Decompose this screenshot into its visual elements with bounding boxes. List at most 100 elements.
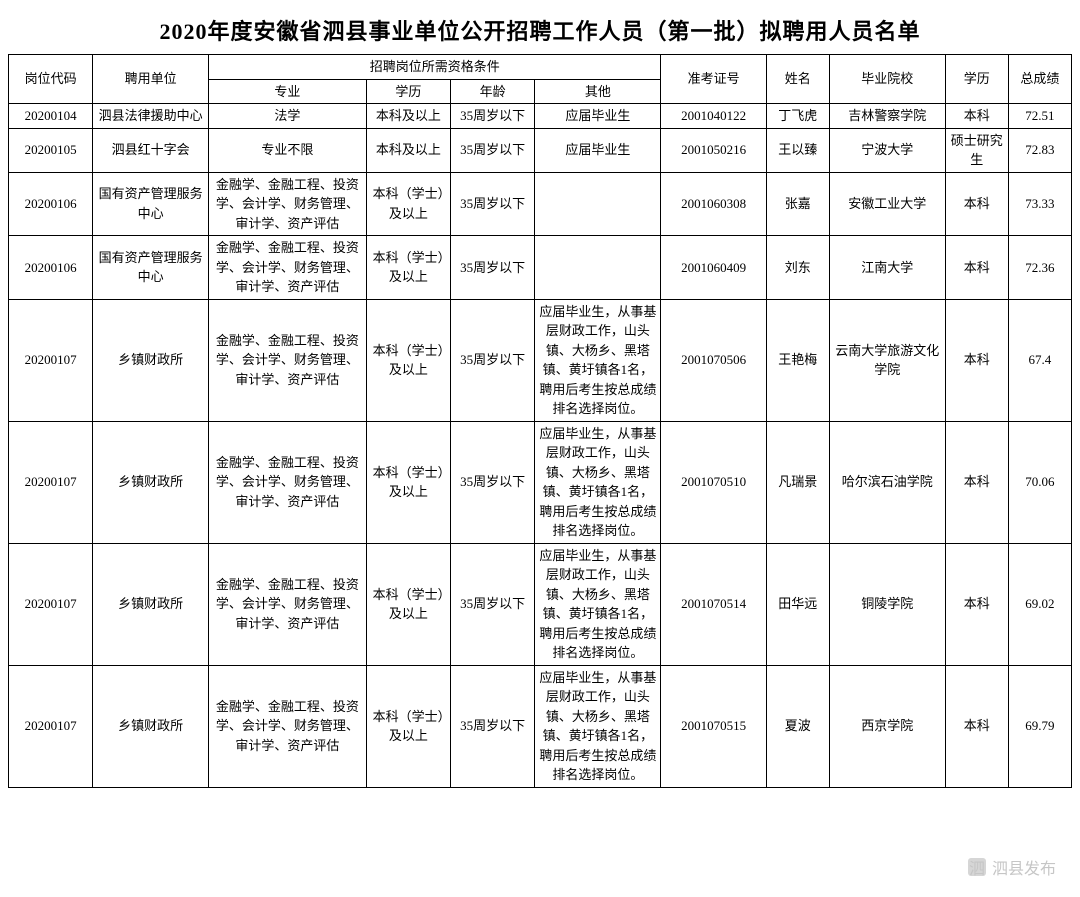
cell-name: 凡瑞景 <box>766 421 829 543</box>
table-row: 20200104泗县法律援助中心法学本科及以上35周岁以下应届毕业生200104… <box>9 104 1072 129</box>
cell-age: 35周岁以下 <box>451 128 535 172</box>
cell-code: 20200105 <box>9 128 93 172</box>
cell-age: 35周岁以下 <box>451 172 535 236</box>
cell-major: 金融学、金融工程、投资学、会计学、财务管理、审计学、资产评估 <box>208 421 366 543</box>
cell-degree: 本科 <box>945 104 1008 129</box>
cell-school: 宁波大学 <box>829 128 945 172</box>
cell-major: 金融学、金融工程、投资学、会计学、财务管理、审计学、资产评估 <box>208 236 366 300</box>
cell-code: 20200106 <box>9 236 93 300</box>
cell-major: 法学 <box>208 104 366 129</box>
header-qual-group: 招聘岗位所需资格条件 <box>208 55 661 80</box>
cell-other: 应届毕业生 <box>535 104 661 129</box>
cell-age: 35周岁以下 <box>451 421 535 543</box>
cell-code: 20200107 <box>9 543 93 665</box>
cell-unit: 国有资产管理服务中心 <box>93 172 209 236</box>
cell-ticket: 2001070506 <box>661 299 766 421</box>
cell-score: 72.36 <box>1008 236 1071 300</box>
cell-unit: 国有资产管理服务中心 <box>93 236 209 300</box>
cell-name: 夏波 <box>766 665 829 787</box>
cell-major: 金融学、金融工程、投资学、会计学、财务管理、审计学、资产评估 <box>208 172 366 236</box>
cell-edu: 本科及以上 <box>366 128 450 172</box>
cell-major: 金融学、金融工程、投资学、会计学、财务管理、审计学、资产评估 <box>208 543 366 665</box>
cell-score: 73.33 <box>1008 172 1071 236</box>
header-major: 专业 <box>208 79 366 104</box>
cell-unit: 乡镇财政所 <box>93 421 209 543</box>
cell-name: 刘东 <box>766 236 829 300</box>
cell-ticket: 2001070514 <box>661 543 766 665</box>
cell-code: 20200107 <box>9 421 93 543</box>
cell-ticket: 2001040122 <box>661 104 766 129</box>
cell-ticket: 2001070515 <box>661 665 766 787</box>
cell-age: 35周岁以下 <box>451 543 535 665</box>
header-other: 其他 <box>535 79 661 104</box>
cell-school: 哈尔滨石油学院 <box>829 421 945 543</box>
cell-score: 69.02 <box>1008 543 1071 665</box>
cell-unit: 泗县红十字会 <box>93 128 209 172</box>
header-score: 总成绩 <box>1008 55 1071 104</box>
cell-degree: 本科 <box>945 236 1008 300</box>
watermark: 泗 泗县发布 <box>968 855 1056 879</box>
cell-major: 金融学、金融工程、投资学、会计学、财务管理、审计学、资产评估 <box>208 665 366 787</box>
cell-edu: 本科及以上 <box>366 104 450 129</box>
cell-school: 铜陵学院 <box>829 543 945 665</box>
header-school: 毕业院校 <box>829 55 945 104</box>
cell-score: 69.79 <box>1008 665 1071 787</box>
cell-age: 35周岁以下 <box>451 665 535 787</box>
cell-code: 20200106 <box>9 172 93 236</box>
cell-code: 20200107 <box>9 299 93 421</box>
cell-degree: 本科 <box>945 172 1008 236</box>
cell-score: 72.83 <box>1008 128 1071 172</box>
table-row: 20200107乡镇财政所金融学、金融工程、投资学、会计学、财务管理、审计学、资… <box>9 543 1072 665</box>
cell-other: 应届毕业生，从事基层财政工作，山头镇、大杨乡、黑塔镇、黄圩镇各1名，聘用后考生按… <box>535 543 661 665</box>
header-age: 年龄 <box>451 79 535 104</box>
page-title: 2020年度安徽省泗县事业单位公开招聘工作人员（第一批）拟聘用人员名单 <box>8 8 1072 54</box>
cell-unit: 乡镇财政所 <box>93 665 209 787</box>
cell-name: 张嘉 <box>766 172 829 236</box>
header-ticket: 准考证号 <box>661 55 766 104</box>
cell-name: 丁飞虎 <box>766 104 829 129</box>
cell-degree: 本科 <box>945 543 1008 665</box>
cell-school: 吉林警察学院 <box>829 104 945 129</box>
cell-edu: 本科（学士）及以上 <box>366 421 450 543</box>
cell-unit: 泗县法律援助中心 <box>93 104 209 129</box>
cell-ticket: 2001050216 <box>661 128 766 172</box>
cell-age: 35周岁以下 <box>451 299 535 421</box>
cell-score: 70.06 <box>1008 421 1071 543</box>
cell-school: 江南大学 <box>829 236 945 300</box>
cell-edu: 本科（学士）及以上 <box>366 665 450 787</box>
cell-school: 西京学院 <box>829 665 945 787</box>
cell-code: 20200107 <box>9 665 93 787</box>
cell-age: 35周岁以下 <box>451 236 535 300</box>
table-body: 20200104泗县法律援助中心法学本科及以上35周岁以下应届毕业生200104… <box>9 104 1072 788</box>
cell-school: 云南大学旅游文化学院 <box>829 299 945 421</box>
header-name: 姓名 <box>766 55 829 104</box>
cell-code: 20200104 <box>9 104 93 129</box>
table-row: 20200107乡镇财政所金融学、金融工程、投资学、会计学、财务管理、审计学、资… <box>9 665 1072 787</box>
cell-major: 金融学、金融工程、投资学、会计学、财务管理、审计学、资产评估 <box>208 299 366 421</box>
cell-ticket: 2001070510 <box>661 421 766 543</box>
cell-unit: 乡镇财政所 <box>93 299 209 421</box>
header-edu: 学历 <box>366 79 450 104</box>
table-row: 20200107乡镇财政所金融学、金融工程、投资学、会计学、财务管理、审计学、资… <box>9 421 1072 543</box>
header-unit: 聘用单位 <box>93 55 209 104</box>
roster-table: 岗位代码 聘用单位 招聘岗位所需资格条件 准考证号 姓名 毕业院校 学历 总成绩… <box>8 54 1072 788</box>
cell-other: 应届毕业生，从事基层财政工作，山头镇、大杨乡、黑塔镇、黄圩镇各1名，聘用后考生按… <box>535 665 661 787</box>
cell-other <box>535 172 661 236</box>
header-degree: 学历 <box>945 55 1008 104</box>
cell-other: 应届毕业生，从事基层财政工作，山头镇、大杨乡、黑塔镇、黄圩镇各1名，聘用后考生按… <box>535 299 661 421</box>
cell-name: 王艳梅 <box>766 299 829 421</box>
cell-edu: 本科（学士）及以上 <box>366 172 450 236</box>
cell-other: 应届毕业生，从事基层财政工作，山头镇、大杨乡、黑塔镇、黄圩镇各1名，聘用后考生按… <box>535 421 661 543</box>
table-row: 20200105泗县红十字会专业不限本科及以上35周岁以下应届毕业生200105… <box>9 128 1072 172</box>
cell-edu: 本科（学士）及以上 <box>366 299 450 421</box>
cell-score: 72.51 <box>1008 104 1071 129</box>
cell-other <box>535 236 661 300</box>
table-header: 岗位代码 聘用单位 招聘岗位所需资格条件 准考证号 姓名 毕业院校 学历 总成绩… <box>9 55 1072 104</box>
watermark-icon: 泗 <box>968 858 986 876</box>
cell-degree: 本科 <box>945 421 1008 543</box>
table-row: 20200106国有资产管理服务中心金融学、金融工程、投资学、会计学、财务管理、… <box>9 172 1072 236</box>
cell-degree: 硕士研究生 <box>945 128 1008 172</box>
cell-degree: 本科 <box>945 665 1008 787</box>
cell-ticket: 2001060409 <box>661 236 766 300</box>
cell-name: 田华远 <box>766 543 829 665</box>
